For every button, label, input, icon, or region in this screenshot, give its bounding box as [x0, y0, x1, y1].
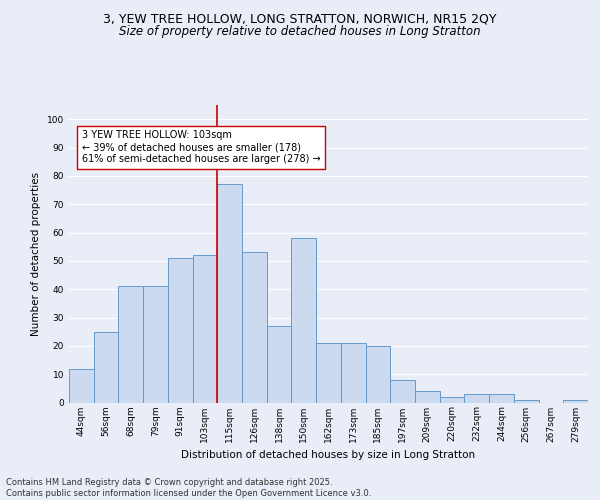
Bar — [415, 391, 440, 402]
Bar — [365, 346, 390, 403]
X-axis label: Distribution of detached houses by size in Long Stratton: Distribution of detached houses by size … — [181, 450, 476, 460]
Bar — [143, 286, 168, 403]
Bar — [489, 394, 514, 402]
Bar — [118, 286, 143, 403]
Bar — [464, 394, 489, 402]
Bar — [563, 400, 588, 402]
Bar — [168, 258, 193, 402]
Bar — [390, 380, 415, 402]
Bar — [94, 332, 118, 402]
Bar — [341, 343, 365, 402]
Bar — [217, 184, 242, 402]
Text: Contains HM Land Registry data © Crown copyright and database right 2025.
Contai: Contains HM Land Registry data © Crown c… — [6, 478, 371, 498]
Bar — [69, 368, 94, 402]
Text: Size of property relative to detached houses in Long Stratton: Size of property relative to detached ho… — [119, 25, 481, 38]
Bar — [267, 326, 292, 402]
Bar — [242, 252, 267, 402]
Bar — [514, 400, 539, 402]
Bar — [440, 397, 464, 402]
Bar — [316, 343, 341, 402]
Bar — [292, 238, 316, 402]
Text: 3 YEW TREE HOLLOW: 103sqm
← 39% of detached houses are smaller (178)
61% of semi: 3 YEW TREE HOLLOW: 103sqm ← 39% of detac… — [82, 130, 320, 164]
Text: 3, YEW TREE HOLLOW, LONG STRATTON, NORWICH, NR15 2QY: 3, YEW TREE HOLLOW, LONG STRATTON, NORWI… — [103, 12, 497, 26]
Bar — [193, 255, 217, 402]
Y-axis label: Number of detached properties: Number of detached properties — [31, 172, 41, 336]
